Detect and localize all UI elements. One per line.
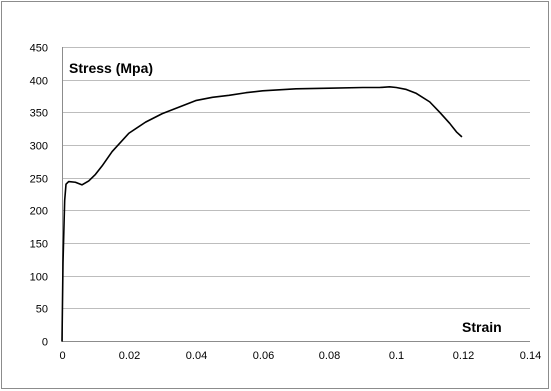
y-tick-labels: 0 50 100 150 200 250 300 350 400 450	[30, 43, 48, 349]
y-tick-label: 0	[42, 337, 48, 349]
x-tick-labels: 0 0.02 0.04 0.06 0.08 0.1 0.12 0.14	[59, 350, 541, 362]
x-tick-label: 0.14	[520, 350, 541, 362]
x-tick-label: 0	[59, 350, 65, 362]
series-line-0	[61, 86, 463, 342]
grid-layer	[62, 47, 530, 309]
y-tick-label: 400	[30, 76, 48, 88]
y-tick-label: 100	[30, 272, 48, 284]
y-axis-title: Stress (Mpa)	[69, 60, 153, 76]
x-tick-label: 0.04	[186, 350, 207, 362]
axis-layer	[62, 47, 530, 342]
x-tick-label: 0.08	[319, 350, 340, 362]
y-tick-label: 250	[30, 174, 48, 186]
y-tick-label: 450	[30, 43, 48, 55]
x-tick-label: 0.12	[453, 350, 474, 362]
x-tick-label: 0.02	[119, 350, 140, 362]
x-axis-title: Strain	[462, 319, 502, 335]
y-tick-label: 350	[30, 108, 48, 120]
y-tick-label: 150	[30, 239, 48, 251]
y-tick-label: 50	[36, 304, 48, 316]
x-tick-label: 0.06	[253, 350, 274, 362]
y-tick-label: 200	[30, 206, 48, 218]
series-layer	[61, 86, 463, 342]
y-tick-label: 300	[30, 141, 48, 153]
x-tick-label: 0.1	[389, 350, 404, 362]
